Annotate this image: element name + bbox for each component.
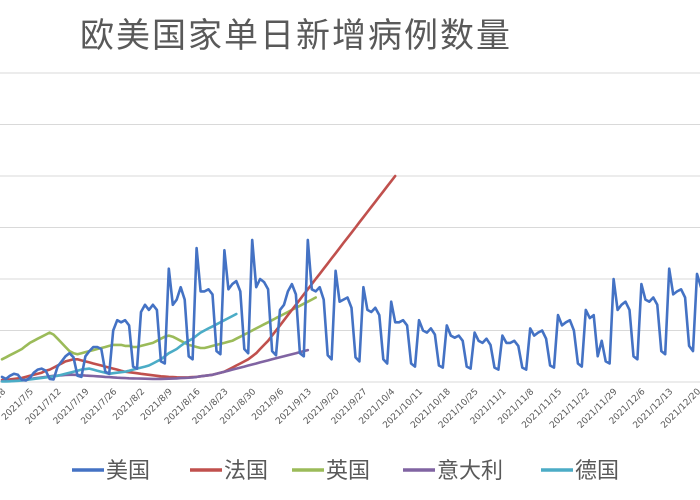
series-lines: [0, 174, 700, 383]
legend-label: 德国: [575, 459, 619, 484]
legend-item-4: 德国: [541, 459, 619, 484]
legend-item-0: 美国: [72, 459, 150, 484]
x-axis-tick-labels: 2021/6/282021/7/52021/7/122021/7/192021/…: [0, 387, 700, 431]
legend-label: 法国: [224, 459, 268, 484]
legend: 美国 法国 英国 意大利 德国: [72, 459, 619, 484]
series-line-4: [0, 312, 238, 383]
legend-item-3: 意大利: [403, 459, 503, 484]
legend-item-2: 英国: [292, 459, 370, 484]
chart-title: 欧美国家单日新增病例数量: [80, 16, 512, 56]
legend-label: 美国: [106, 459, 150, 484]
legend-label: 意大利: [437, 459, 503, 484]
legend-label: 英国: [326, 459, 370, 484]
series-line-0: [0, 238, 700, 382]
gridlines: [0, 72, 700, 383]
legend-item-1: 法国: [190, 459, 268, 484]
